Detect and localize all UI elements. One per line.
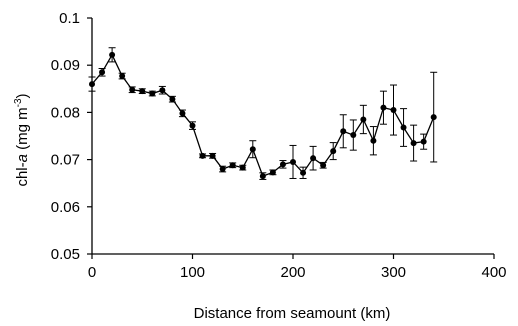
y-tick-label: 0.1 bbox=[59, 10, 80, 27]
data-point bbox=[300, 169, 307, 176]
x-tick-label: 0 bbox=[88, 264, 96, 281]
y-axis-title-close: ) bbox=[14, 93, 31, 98]
y-tick-label: 0.06 bbox=[51, 199, 80, 216]
data-point bbox=[340, 128, 347, 135]
data-point bbox=[380, 104, 387, 111]
data-point bbox=[360, 116, 367, 123]
data-point bbox=[420, 138, 427, 145]
y-tick-label: 0.07 bbox=[51, 152, 80, 169]
data-point bbox=[129, 86, 136, 93]
y-axis-title-prefix: chl- bbox=[14, 162, 31, 186]
data-point bbox=[149, 90, 156, 97]
data-point bbox=[209, 152, 216, 159]
data-point bbox=[390, 107, 397, 114]
data-point bbox=[229, 162, 236, 169]
data-point bbox=[169, 96, 176, 103]
axis-ticks: 0.05 0.06 0.07 0.08 0.09 0.1 0 100 200 300 400 bbox=[51, 10, 507, 281]
y-tick-label: 0.08 bbox=[51, 104, 80, 121]
data-point bbox=[219, 166, 226, 173]
y-axis-title-italic: a bbox=[14, 154, 31, 162]
data-point bbox=[179, 110, 186, 117]
data-point bbox=[239, 164, 246, 171]
y-axis-title-superscript: -3 bbox=[13, 98, 24, 107]
data-point bbox=[109, 51, 116, 58]
data-point bbox=[249, 146, 256, 153]
y-axis-title: chl-a (mg m-3) bbox=[13, 93, 31, 186]
x-axis-title: Distance from seamount (km) bbox=[194, 305, 391, 322]
data-point bbox=[320, 162, 327, 169]
data-point bbox=[370, 137, 377, 144]
data-point bbox=[189, 122, 196, 129]
data-point bbox=[199, 152, 206, 159]
error-bars bbox=[88, 47, 438, 180]
data-point bbox=[350, 132, 357, 139]
y-tick-label: 0.09 bbox=[51, 57, 80, 74]
y-tick-label: 0.05 bbox=[51, 246, 80, 263]
data-point bbox=[119, 73, 126, 80]
data-point bbox=[259, 173, 266, 180]
x-tick-label: 300 bbox=[381, 264, 406, 281]
x-tick-label: 200 bbox=[280, 264, 305, 281]
data-point bbox=[400, 124, 407, 131]
series-line bbox=[91, 53, 435, 177]
data-point bbox=[159, 87, 166, 94]
data-point bbox=[269, 169, 276, 176]
data-point bbox=[89, 81, 95, 88]
data-point bbox=[410, 140, 417, 147]
data-point bbox=[330, 148, 337, 155]
x-tick-label: 100 bbox=[180, 264, 205, 281]
data-point bbox=[99, 69, 106, 76]
data-point bbox=[430, 114, 437, 121]
data-point bbox=[139, 88, 146, 95]
data-point bbox=[310, 155, 317, 162]
x-tick-label: 400 bbox=[481, 264, 506, 281]
data-points bbox=[89, 51, 437, 180]
data-point bbox=[290, 158, 296, 165]
y-axis-title-unit: (mg m bbox=[14, 107, 31, 154]
data-point bbox=[279, 161, 286, 168]
